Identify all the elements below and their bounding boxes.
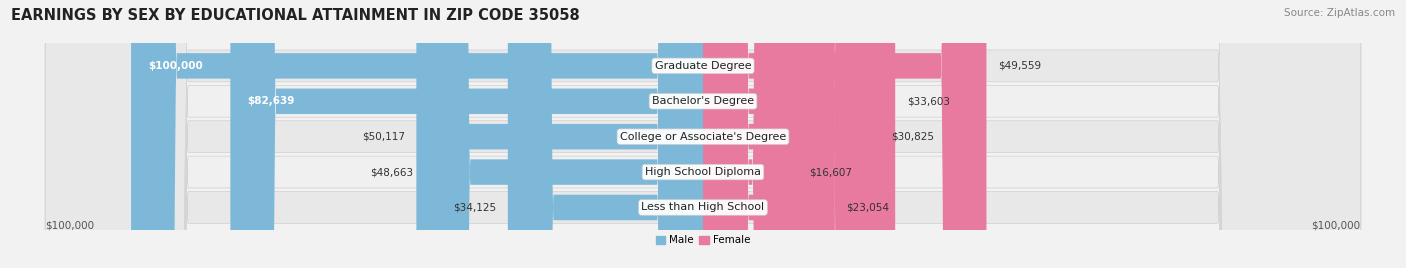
Text: $49,559: $49,559 (998, 61, 1040, 71)
Legend: Male, Female: Male, Female (651, 231, 755, 250)
FancyBboxPatch shape (703, 0, 879, 268)
Text: $100,000: $100,000 (148, 61, 202, 71)
Text: $30,825: $30,825 (891, 132, 934, 142)
Text: $48,663: $48,663 (370, 167, 413, 177)
FancyBboxPatch shape (45, 0, 1361, 268)
Text: $50,117: $50,117 (361, 132, 405, 142)
FancyBboxPatch shape (703, 0, 896, 268)
Text: $23,054: $23,054 (846, 202, 889, 213)
Text: $100,000: $100,000 (1312, 221, 1361, 230)
FancyBboxPatch shape (425, 0, 703, 268)
Text: $16,607: $16,607 (810, 167, 852, 177)
FancyBboxPatch shape (45, 0, 1361, 268)
Text: Less than High School: Less than High School (641, 202, 765, 213)
FancyBboxPatch shape (45, 0, 1361, 268)
FancyBboxPatch shape (416, 0, 703, 268)
Text: $34,125: $34,125 (453, 202, 496, 213)
Text: Source: ZipAtlas.com: Source: ZipAtlas.com (1284, 8, 1395, 18)
FancyBboxPatch shape (703, 0, 835, 268)
Text: College or Associate's Degree: College or Associate's Degree (620, 132, 786, 142)
FancyBboxPatch shape (231, 0, 703, 268)
Text: EARNINGS BY SEX BY EDUCATIONAL ATTAINMENT IN ZIP CODE 35058: EARNINGS BY SEX BY EDUCATIONAL ATTAINMEN… (11, 8, 581, 23)
Text: High School Diploma: High School Diploma (645, 167, 761, 177)
FancyBboxPatch shape (45, 0, 1361, 268)
Text: Bachelor's Degree: Bachelor's Degree (652, 96, 754, 106)
Text: $100,000: $100,000 (45, 221, 94, 230)
Text: Graduate Degree: Graduate Degree (655, 61, 751, 71)
Text: $33,603: $33,603 (907, 96, 949, 106)
Text: $82,639: $82,639 (247, 96, 295, 106)
FancyBboxPatch shape (131, 0, 703, 268)
FancyBboxPatch shape (703, 0, 799, 268)
FancyBboxPatch shape (508, 0, 703, 268)
FancyBboxPatch shape (703, 0, 987, 268)
FancyBboxPatch shape (45, 0, 1361, 268)
